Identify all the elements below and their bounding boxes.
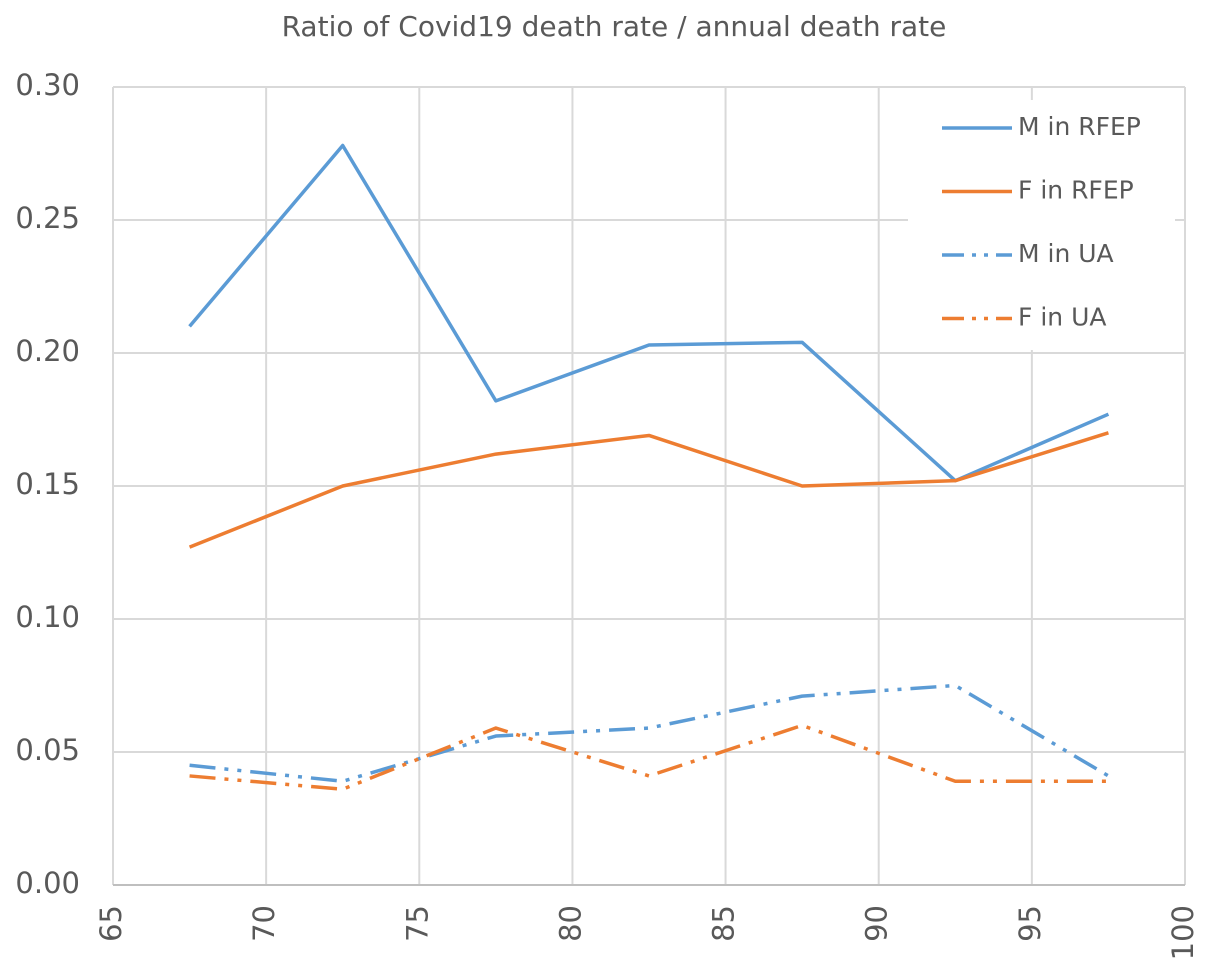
legend-label: F in RFEP: [1018, 176, 1134, 205]
y-tick-label: 0.20: [15, 334, 80, 368]
x-tick-label: 80: [553, 905, 587, 942]
y-tick-label: 0.30: [15, 68, 80, 102]
x-tick-label: 100: [1166, 905, 1200, 960]
data-line: [188, 431, 1109, 549]
x-tick-label: 85: [707, 905, 741, 942]
x-tick-label: 90: [860, 905, 894, 942]
x-tick-label: 75: [400, 905, 434, 942]
legend-label: M in UA: [1018, 239, 1114, 268]
y-tick-label: 0.25: [15, 201, 80, 235]
data-line: [189, 683, 1110, 784]
legend-label: M in RFEP: [1018, 112, 1141, 141]
y-tick-label: 0.00: [15, 866, 80, 900]
chart-title: Ratio of Covid19 death rate / annual dea…: [282, 10, 947, 43]
data-line: [189, 723, 1109, 791]
y-tick-label: 0.15: [15, 467, 80, 501]
y-tick-label: 0.10: [15, 600, 80, 634]
x-tick-label: 65: [94, 905, 128, 942]
legend-box: [908, 100, 1175, 350]
y-tick-label: 0.05: [15, 733, 80, 767]
legend-label: F in UA: [1018, 303, 1106, 332]
x-tick-label: 95: [1013, 905, 1047, 942]
x-tick-label: 70: [247, 905, 281, 942]
